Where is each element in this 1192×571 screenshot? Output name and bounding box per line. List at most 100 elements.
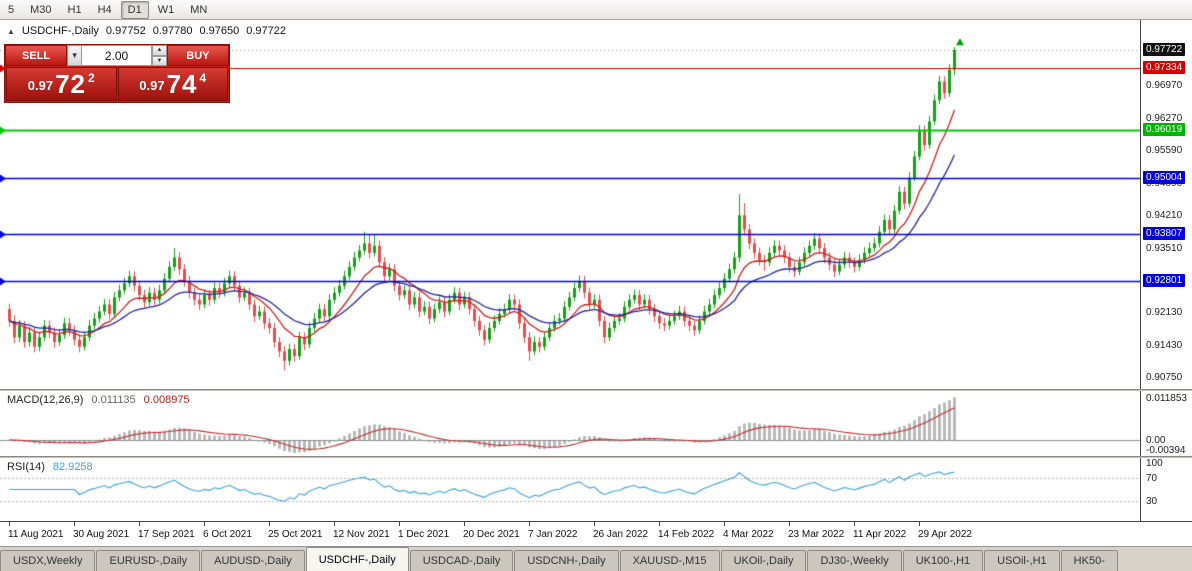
date-axis-tick — [659, 522, 660, 526]
date-axis-label: 29 Apr 2022 — [918, 529, 972, 540]
volume-decrease-button[interactable] — [152, 55, 167, 66]
timeframe-button-h1[interactable]: H1 — [67, 3, 82, 16]
ohlc-open-value: 0.97752 — [105, 25, 146, 37]
timeframe-toolbar: 5 M30 H1 H4 D1 W1 MN — [0, 0, 1192, 20]
price-scale-label: 0.92130 — [1146, 307, 1183, 319]
volume-stepper — [152, 45, 167, 66]
ohlc-low-value: 0.97650 — [199, 25, 240, 37]
buy-price-display[interactable]: 0.97 74 4 — [117, 67, 228, 101]
date-axis[interactable]: 11 Aug 2021 30 Aug 2021 17 Sep 2021 6 Oct 2… — [0, 521, 1192, 546]
price-scale-badge: 0.93807 — [1143, 226, 1186, 240]
sell-button[interactable]: SELL — [5, 45, 68, 66]
ohlc-close-value: 0.97722 — [246, 25, 286, 37]
volume-dropdown-button[interactable] — [67, 45, 83, 66]
buy-price-base: 0.97 — [139, 78, 165, 93]
bottom-tab-eurusd-daily[interactable]: EURUSD-,Daily — [96, 550, 201, 571]
timeframe-button-h4[interactable]: H4 — [97, 3, 112, 16]
rsi-name: RSI(14) — [7, 461, 45, 473]
sell-price-big: 72 — [55, 69, 87, 99]
macd-indicator-label: MACD(12,26,9) 0.011135 0.008975 — [7, 394, 190, 406]
rsi-scale-label: 70 — [1146, 473, 1158, 485]
date-axis-label: 20 Dec 2021 — [463, 529, 520, 540]
date-axis-tick — [399, 522, 400, 526]
price-scale-badge: 0.96019 — [1143, 122, 1186, 136]
date-axis-tick — [789, 522, 790, 526]
macd-name: MACD(12,26,9) — [7, 394, 84, 406]
one-click-controls-row: SELL BUY — [5, 45, 229, 66]
date-axis-label: 11 Aug 2021 — [8, 529, 64, 540]
price-scale-badge: 0.92801 — [1143, 273, 1186, 287]
date-axis-label: 26 Jan 2022 — [593, 529, 649, 540]
bottom-tab-dj30-weekly[interactable]: DJ30-,Weekly — [807, 550, 902, 571]
macd-panel-canvas[interactable] — [0, 391, 1140, 456]
buy-price-big: 74 — [166, 69, 198, 99]
timeframe-button-mn[interactable]: MN — [190, 3, 208, 16]
bottom-tab-usdchf-daily[interactable]: USDCHF-,Daily — [305, 547, 409, 571]
bottom-tab-usdcad-daily[interactable]: USDCAD-,Daily — [409, 550, 514, 571]
rsi-indicator-label: RSI(14) 82.9258 — [7, 461, 93, 473]
macd-main-value: 0.011135 — [91, 394, 136, 406]
timeframe-button-d1[interactable]: D1 — [120, 0, 149, 19]
macd-scale-label: 0.011853 — [1146, 393, 1187, 404]
chart-marker-icon — [7, 25, 15, 37]
chart-symbol-label: USDCHF-,Daily — [21, 25, 99, 37]
date-axis-tick — [9, 522, 10, 526]
price-scale[interactable]: 0.969700.962700.955900.948900.942100.935… — [1140, 20, 1192, 521]
date-axis-label: 14 Feb 2022 — [658, 529, 715, 540]
buy-price-pip: 4 — [199, 71, 207, 85]
rsi-panel-splitter[interactable] — [0, 456, 1192, 458]
date-axis-tick — [74, 522, 75, 526]
date-axis-label: 7 Jan 2022 — [528, 529, 578, 540]
chart-tabs-bar: USDX,Weekly EURUSD-,Daily AUDUSD-,Daily USD… — [0, 546, 1192, 571]
sell-price-pip: 2 — [88, 71, 95, 85]
bottom-tab-usdx-weekly[interactable]: USDX,Weekly — [0, 550, 96, 571]
date-axis-tick — [529, 522, 530, 526]
date-axis-tick — [334, 522, 335, 526]
rsi-scale-label: 100 — [1146, 458, 1163, 469]
volume-input[interactable] — [82, 45, 153, 66]
price-scale-label: 0.90750 — [1146, 372, 1183, 384]
bottom-tab-audusd-daily[interactable]: AUDUSD-,Daily — [201, 550, 305, 571]
timeframe-button-w1[interactable]: W1 — [157, 3, 175, 16]
timeframe-button-m30[interactable]: M30 — [30, 3, 52, 16]
date-axis-label: 17 Sep 2021 — [138, 529, 195, 540]
date-axis-label: 11 Apr 2022 — [853, 529, 907, 540]
date-axis-tick — [464, 522, 465, 526]
date-axis-tick — [854, 522, 855, 526]
bottom-tab-xauusd-m15[interactable]: XAUUSD-,M15 — [619, 550, 720, 571]
date-axis-label: 25 Oct 2021 — [268, 529, 323, 540]
sell-price-base: 0.97 — [27, 78, 54, 93]
macd-panel-splitter[interactable] — [0, 389, 1192, 391]
price-scale-label: 0.96270 — [1146, 113, 1183, 125]
price-scale-label: 0.93510 — [1146, 242, 1183, 254]
bottom-tab-uk100-h1[interactable]: UK100-,H1 — [902, 550, 984, 571]
price-scale-badge: 0.97722 — [1143, 42, 1186, 56]
bottom-tab-hk50[interactable]: HK50- — [1060, 550, 1118, 571]
macd-scale-label: 0.00 — [1146, 434, 1166, 446]
rsi-scale-label: 30 — [1146, 495, 1158, 507]
volume-increase-button[interactable] — [152, 45, 167, 56]
bottom-tab-usdcnh-daily[interactable]: USDCNH-,Daily — [514, 550, 619, 571]
date-axis-label: 6 Oct 2021 — [203, 529, 252, 540]
date-axis-tick — [139, 522, 140, 526]
date-axis-label: 1 Dec 2021 — [398, 529, 450, 540]
bottom-tab-usoil-h1[interactable]: USOil-,H1 — [984, 550, 1060, 571]
date-axis-tick — [269, 522, 270, 526]
bottom-tab-ukoil-daily[interactable]: UKOil-,Daily — [720, 550, 807, 571]
one-click-trading-panel: SELL BUY 0.97 72 2 0.97 74 4 — [4, 44, 230, 103]
sell-price-display[interactable]: 0.97 72 2 — [6, 67, 117, 101]
ohlc-high-value: 0.97780 — [152, 25, 193, 37]
price-scale-label: 0.96970 — [1146, 80, 1183, 92]
date-axis-label: 4 Mar 2022 — [723, 529, 774, 540]
price-scale-label: 0.94210 — [1146, 209, 1183, 221]
buy-button[interactable]: BUY — [166, 45, 229, 66]
rsi-value: 82.9258 — [52, 461, 93, 473]
price-scale-badge: 0.97334 — [1143, 61, 1186, 75]
timeframe-button-5[interactable]: 5 — [8, 3, 15, 16]
date-axis-label: 30 Aug 2021 — [73, 529, 130, 540]
price-scale-label: 0.91430 — [1146, 340, 1183, 352]
macd-signal-value: 0.008975 — [143, 394, 190, 406]
rsi-panel-canvas[interactable] — [0, 458, 1140, 521]
date-axis-label: 12 Nov 2021 — [333, 529, 390, 540]
